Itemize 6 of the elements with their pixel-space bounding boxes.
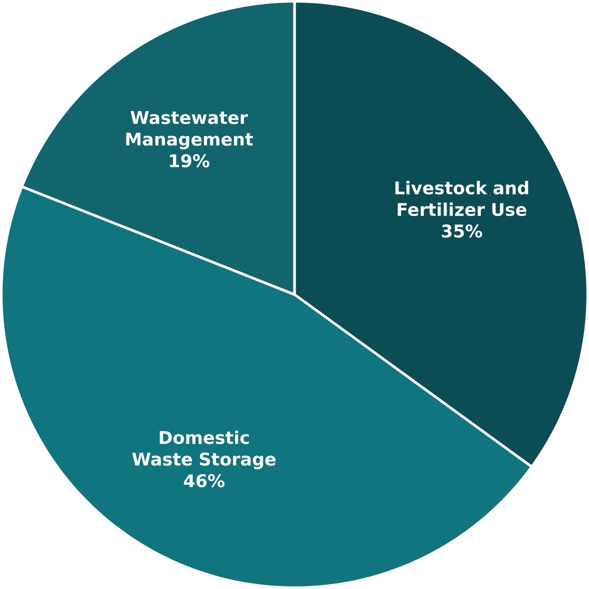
data-label: 35% [442,224,482,238]
slice-label: Livestock and Fertilizer Use [395,180,528,216]
data-label: 46% [184,474,224,488]
slice-label: Domestic Waste Storage [132,430,276,470]
slice-label: Wastewater Management [126,111,253,150]
data-label: 19% [170,154,210,168]
